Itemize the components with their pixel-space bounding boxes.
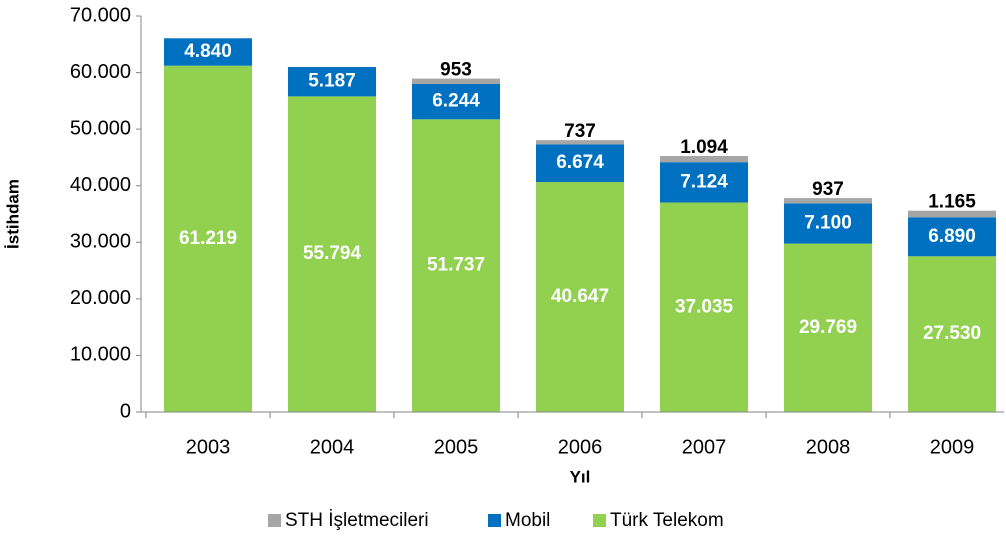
data-label: 5.187 [308, 71, 356, 92]
data-label: 6.674 [556, 152, 604, 173]
x-tick-label: 2008 [806, 436, 851, 458]
bar-segment [164, 65, 252, 413]
data-label: 27.530 [923, 323, 981, 344]
x-axis-title: Yıl [570, 467, 591, 486]
legend-swatch [268, 514, 281, 527]
data-label: 7.100 [804, 213, 852, 234]
data-label: 953 [440, 60, 472, 81]
y-tick-label: 30.000 [70, 231, 131, 253]
bar-segment [412, 119, 500, 412]
bar-segment [908, 210, 996, 218]
bar-segment [164, 38, 252, 66]
bar-segment [784, 203, 872, 244]
y-tick-label: 10.000 [70, 344, 131, 366]
data-label: 51.737 [427, 255, 485, 276]
x-tick-label: 2004 [310, 436, 355, 458]
bar-segment [908, 217, 996, 257]
data-label: 4.840 [184, 41, 232, 62]
data-label: 37.035 [675, 296, 734, 317]
x-tick-label: 2005 [434, 436, 479, 458]
bar-segment [536, 144, 624, 183]
data-label: 1.165 [928, 192, 976, 213]
bar-segment [412, 83, 500, 120]
bar-segment [784, 243, 872, 412]
x-tick-label: 2003 [186, 436, 231, 458]
y-tick-label: 60.000 [70, 61, 131, 83]
data-label: 29.769 [799, 317, 857, 338]
legend-swatch [488, 514, 501, 527]
bar-segment [412, 78, 500, 84]
y-tick-label: 50.000 [70, 117, 131, 139]
data-label: 6.244 [432, 91, 480, 112]
bar-segment [660, 202, 748, 412]
legend-swatch [593, 514, 606, 527]
x-tick-label: 2007 [682, 436, 727, 458]
x-tick-label: 2009 [930, 436, 975, 458]
data-label: 55.794 [303, 243, 362, 264]
legend-label: STH İşletmecileri [285, 510, 429, 531]
bar-segment [660, 155, 748, 163]
data-label: 937 [812, 179, 844, 200]
data-label: 737 [564, 121, 596, 142]
data-label: 6.890 [928, 226, 976, 247]
bar-segment [288, 96, 376, 413]
y-tick-label: 0 [120, 400, 131, 422]
y-tick-label: 20.000 [70, 287, 131, 309]
bar-segment [784, 198, 872, 204]
legend-label: Türk Telekom [610, 510, 724, 531]
legend-label: Mobil [505, 510, 550, 531]
bar-segment [908, 256, 996, 412]
data-label: 61.219 [179, 228, 237, 249]
y-tick-label: 40.000 [70, 174, 131, 196]
bar-segment [536, 140, 624, 145]
data-label: 40.647 [551, 286, 609, 307]
bar-segment [288, 67, 376, 97]
data-label: 1.094 [680, 137, 728, 158]
x-tick-label: 2006 [558, 436, 603, 458]
data-label: 7.124 [680, 171, 728, 192]
y-axis-title: İstihdam [3, 179, 22, 249]
y-tick-label: 70.000 [70, 4, 131, 26]
bar-segment [536, 182, 624, 412]
bar-segment [660, 162, 748, 203]
